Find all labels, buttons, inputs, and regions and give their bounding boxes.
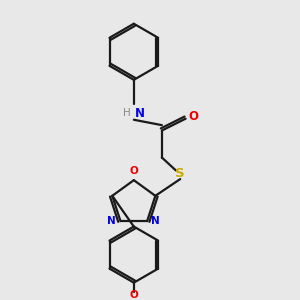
Text: O: O [129,290,138,299]
Text: O: O [129,166,138,176]
Text: O: O [189,110,199,123]
Text: H: H [124,108,131,118]
Text: N: N [152,216,160,226]
Text: N: N [135,107,145,120]
Text: S: S [176,167,185,180]
Text: N: N [107,216,116,226]
